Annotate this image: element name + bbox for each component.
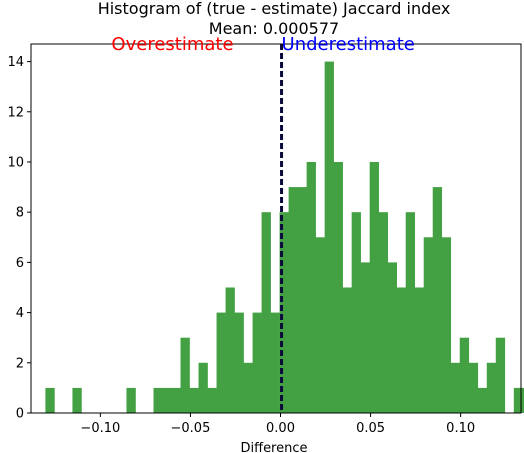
- histogram-bar: [225, 287, 235, 413]
- histogram-bar: [396, 287, 407, 413]
- histogram-bar: [369, 161, 379, 413]
- histogram-bar: [297, 187, 307, 413]
- histogram-bar: [126, 387, 136, 413]
- histogram-bar: [468, 362, 479, 413]
- y-tick-label: 0: [16, 407, 24, 422]
- histogram-bar: [216, 312, 226, 413]
- y-tick-label: 10: [7, 155, 24, 170]
- histogram-bar: [315, 237, 325, 413]
- histogram-bar: [180, 337, 190, 413]
- annotation-overestimate: Overestimate: [111, 34, 233, 55]
- histogram-bar: [153, 387, 163, 413]
- x-axis-ticks: −0.10 −0.05 0.00 0.05 0.10: [80, 413, 475, 436]
- histogram-bars: [45, 61, 524, 413]
- axes-frame: [30, 43, 522, 414]
- histogram-bar: [243, 362, 253, 413]
- y-tick-label: 14: [7, 55, 24, 70]
- histogram-bar: [252, 312, 262, 413]
- histogram-bar: [450, 362, 461, 413]
- histogram-bar: [324, 61, 334, 413]
- histogram-bar: [279, 212, 289, 413]
- histogram-bar: [270, 312, 280, 413]
- histogram-bar: [432, 187, 443, 413]
- histogram-bar: [441, 237, 452, 413]
- chart-title: Histogram of (true - estimate) Jaccard i…: [98, 0, 451, 18]
- x-tick-label: 0.10: [446, 421, 475, 436]
- x-tick-label: 0.05: [356, 421, 385, 436]
- annotation-underestimate: Underestimate: [282, 34, 415, 55]
- histogram-bar: [414, 287, 425, 413]
- histogram-bar: [486, 362, 497, 413]
- histogram-bar: [72, 387, 82, 413]
- histogram-bar: [477, 387, 488, 413]
- y-tick-label: 6: [16, 256, 24, 271]
- histogram-bar: [189, 387, 199, 413]
- y-tick-label: 4: [16, 306, 24, 321]
- plot-frame: [30, 43, 522, 414]
- histogram-bar: [198, 362, 208, 413]
- histogram-bar: [405, 212, 416, 413]
- y-axis-ticks: 0 2 4 6 8 10 12 14: [7, 55, 31, 422]
- histogram-bar: [342, 287, 352, 413]
- histogram-bar: [234, 312, 244, 413]
- x-tick-label: 0.00: [266, 421, 295, 436]
- x-tick-label: −0.10: [80, 421, 120, 436]
- x-tick-label: −0.05: [171, 421, 211, 436]
- y-tick-label: 8: [16, 206, 24, 221]
- histogram-bar: [171, 387, 181, 413]
- chart-subtitle: Mean: 0.000577: [209, 19, 339, 38]
- histogram-bar: [459, 337, 470, 413]
- histogram-bar: [423, 237, 434, 413]
- y-tick-label: 12: [7, 105, 24, 120]
- histogram-bar: [306, 161, 316, 413]
- y-tick-label: 2: [16, 356, 24, 371]
- histogram-bar: [162, 387, 172, 413]
- histogram-bar: [351, 212, 361, 413]
- histogram-bar: [522, 387, 524, 413]
- histogram-bar: [495, 337, 506, 413]
- histogram-bar: [378, 212, 388, 413]
- histogram-bar: [288, 187, 298, 413]
- histogram-bar: [513, 387, 524, 413]
- histogram-bar: [45, 387, 55, 413]
- histogram-bar: [360, 262, 370, 413]
- x-axis-label: Difference: [240, 441, 307, 453]
- histogram-bar: [387, 262, 397, 413]
- histogram-bar: [207, 387, 217, 413]
- histogram-bar: [333, 161, 343, 413]
- histogram-bar: [261, 212, 271, 413]
